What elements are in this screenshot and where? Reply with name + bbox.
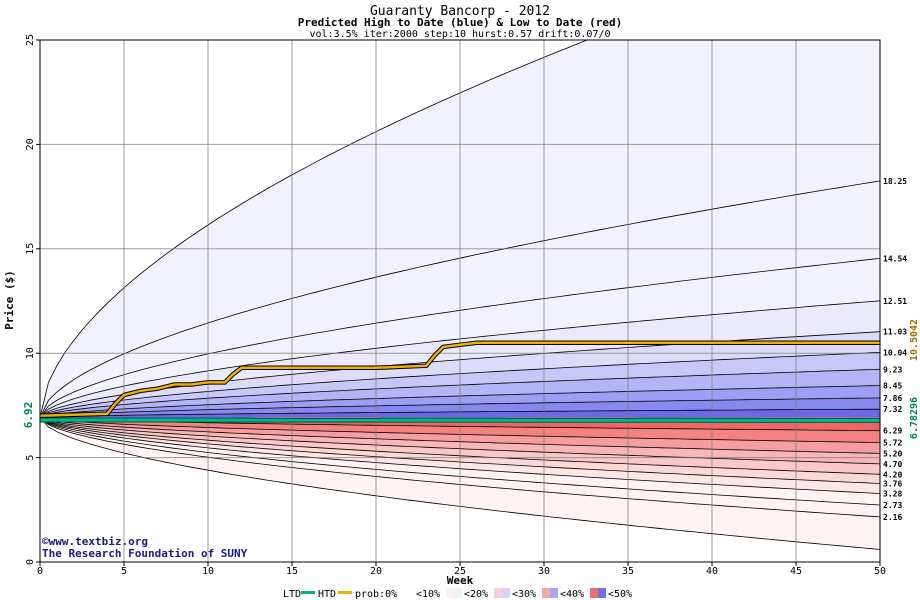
low-band-6 bbox=[40, 417, 880, 494]
legend-ltd-label: LTD bbox=[283, 589, 301, 600]
low-band-label: 2.16 bbox=[883, 513, 902, 522]
low-band-9 bbox=[40, 417, 880, 550]
low-band-label: 4.20 bbox=[883, 470, 902, 479]
x-tick-label: 5 bbox=[121, 566, 127, 577]
x-tick-label: 20 bbox=[370, 566, 382, 577]
high-band-label: 10.04 bbox=[883, 348, 907, 357]
y-tick-label: 25 bbox=[25, 34, 36, 46]
low-band-7 bbox=[40, 417, 880, 505]
legend-swatch-40 bbox=[590, 588, 598, 598]
legend-40-label: <40% bbox=[560, 589, 584, 600]
high-band-label: 14.54 bbox=[883, 254, 907, 263]
x-tick-label: 0 bbox=[37, 566, 43, 577]
y-tick-label: 15 bbox=[25, 243, 36, 255]
low-band-4 bbox=[40, 417, 880, 475]
low-band-label: 2.73 bbox=[883, 501, 902, 510]
x-tick-label: 10 bbox=[202, 566, 214, 577]
high-band-label: 8.45 bbox=[883, 382, 902, 391]
y-tick-label: 5 bbox=[25, 455, 36, 461]
grid-layer bbox=[40, 40, 880, 562]
y-tick-label: 20 bbox=[25, 138, 36, 150]
high-band-label: 18.25 bbox=[883, 177, 907, 186]
low-band-3 bbox=[40, 417, 880, 464]
low-band-label: 4.70 bbox=[883, 460, 902, 469]
legend: LTD HTD prob:0% <10% <20% <30% <40% <50% bbox=[283, 588, 632, 600]
start-price-label: 6.92 bbox=[22, 402, 35, 429]
high-band-label: 7.86 bbox=[883, 394, 902, 403]
legend-50-label: <50% bbox=[608, 589, 632, 600]
legend-20-label: <20% bbox=[464, 589, 488, 600]
legend-htd-label: HTD bbox=[318, 589, 336, 600]
legend-swatch-30 bbox=[542, 588, 550, 598]
legend-swatch-30b bbox=[550, 588, 558, 598]
plot-area: 0 5 10 15 20 25 30 35 40 45 50 0 5 10 15 20 25 7.32 7.86 8.… bbox=[25, 34, 907, 577]
x-tick-label: 45 bbox=[790, 566, 802, 577]
ltd-final-label: 6.78296 bbox=[909, 397, 920, 439]
y-tick-label: 0 bbox=[25, 559, 36, 565]
x-tick-label: 25 bbox=[454, 566, 466, 577]
high-band-label: 11.03 bbox=[883, 328, 907, 337]
htd-line bbox=[39, 341, 880, 418]
legend-swatch-20 bbox=[494, 588, 502, 598]
watermark-org: The Research Foundation of SUNY bbox=[42, 547, 248, 560]
x-tick-label: 30 bbox=[538, 566, 550, 577]
legend-swatch-0 bbox=[398, 588, 414, 598]
legend-swatch-40b bbox=[598, 588, 606, 598]
low-band-label: 6.29 bbox=[883, 427, 902, 436]
chart-title: Guaranty Bancorp - 2012 bbox=[370, 4, 550, 19]
legend-swatch-10b bbox=[454, 588, 462, 598]
legend-swatch-10 bbox=[446, 588, 454, 598]
low-band-label: 5.20 bbox=[883, 449, 902, 458]
low-band-label: 3.76 bbox=[883, 479, 902, 488]
high-band-label: 9.23 bbox=[883, 365, 902, 374]
x-tick-label: 50 bbox=[874, 566, 886, 577]
legend-30-label: <30% bbox=[512, 589, 536, 600]
high-band-label: 7.32 bbox=[883, 405, 902, 414]
y-tick-label: 10 bbox=[25, 347, 36, 359]
y-axis-label: Price ($) bbox=[3, 270, 16, 330]
x-tick-label: 15 bbox=[286, 566, 298, 577]
legend-swatch-20b bbox=[502, 588, 510, 598]
x-tick-label: 40 bbox=[706, 566, 718, 577]
x-axis-label: Week bbox=[447, 574, 474, 587]
htd-final-label: 10.5042 bbox=[909, 319, 920, 361]
chart-subtitle: Predicted High to Date (blue) & Low to D… bbox=[298, 16, 623, 29]
legend-htd-swatch bbox=[338, 591, 352, 594]
x-tick-label: 35 bbox=[622, 566, 634, 577]
low-band-5 bbox=[40, 417, 880, 484]
low-band-label: 5.72 bbox=[883, 439, 902, 448]
legend-ltd-swatch bbox=[301, 591, 315, 594]
legend-10-label: <10% bbox=[416, 589, 440, 600]
chart-params: vol:3.5% iter:2000 step:10 hurst:0.57 dr… bbox=[309, 29, 610, 40]
watermark-site: ©www.textbiz.org bbox=[42, 535, 148, 548]
high-band-label: 12.51 bbox=[883, 297, 907, 306]
legend-prob-label: prob:0% bbox=[355, 589, 397, 600]
low-band-label: 3.28 bbox=[883, 490, 902, 499]
